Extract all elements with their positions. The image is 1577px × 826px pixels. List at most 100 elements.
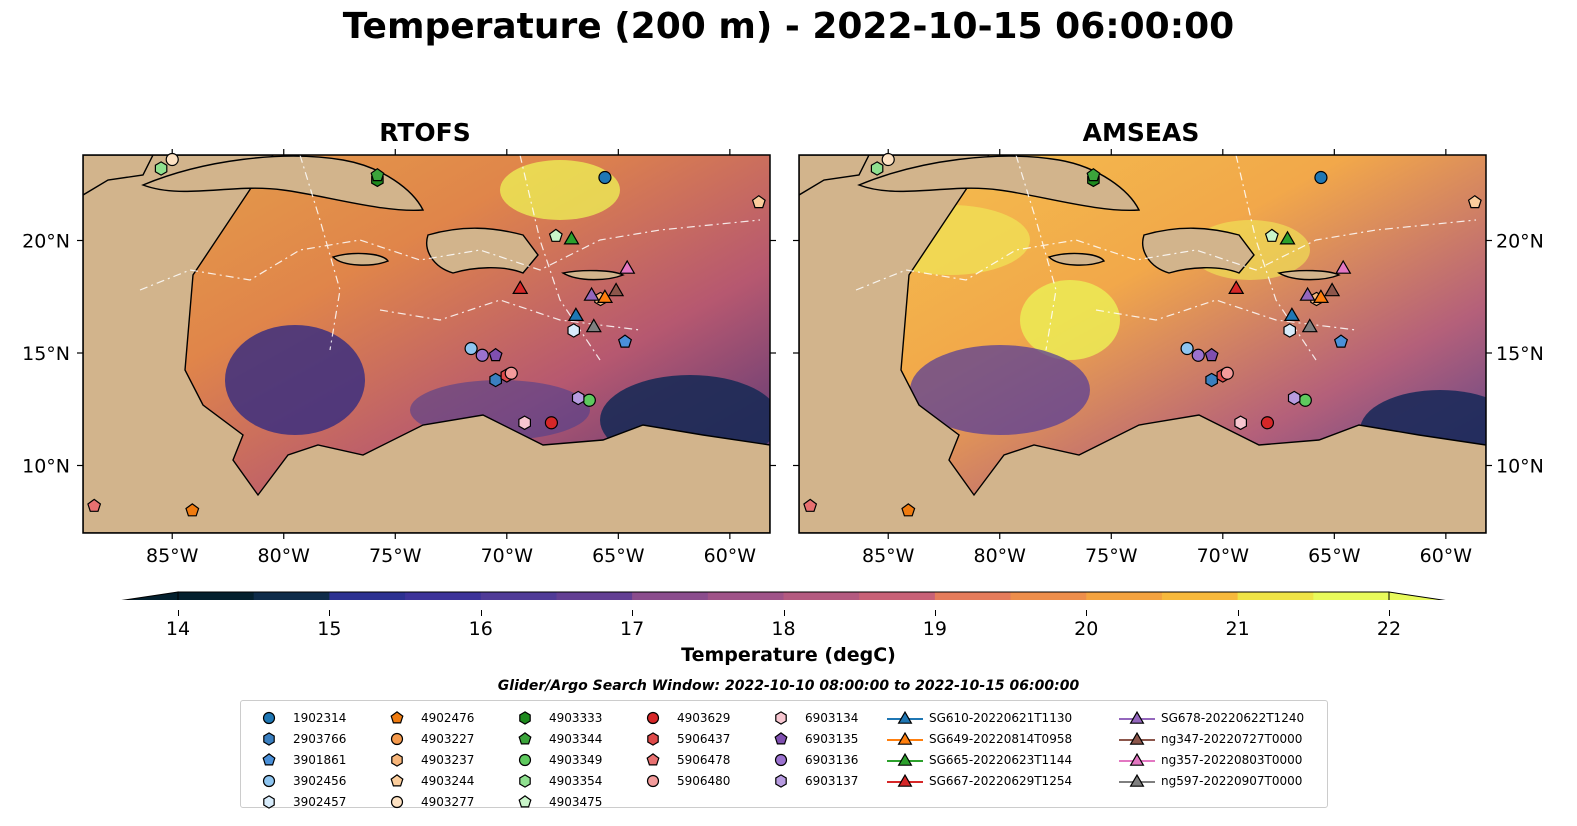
legend-item: ng347-20220727T0000 xyxy=(1119,728,1304,749)
legend-marker xyxy=(897,752,913,766)
colorbar-tick xyxy=(480,610,482,616)
legend-item: 5906437 xyxy=(635,728,730,749)
legend-item: 3902457 xyxy=(251,791,346,812)
legend-marker xyxy=(774,753,788,766)
marker-SG667-20220629T1254 xyxy=(1228,280,1245,294)
legend-item: 4903354 xyxy=(507,770,602,791)
marker-ng357-20220803T0000 xyxy=(1335,259,1352,274)
legend-label: 3901861 xyxy=(293,752,347,767)
legend-marker xyxy=(646,752,660,765)
legend-marker xyxy=(390,795,404,808)
panel-title-amseas: AMSEAS xyxy=(1082,118,1200,147)
pentagon-marker-icon xyxy=(774,731,788,744)
marker-6903136 xyxy=(1191,348,1205,362)
legend-marker xyxy=(646,711,660,724)
legend-label: 5906437 xyxy=(677,731,731,746)
legend-marker xyxy=(519,773,531,788)
legend-item: SG665-20220623T1144 xyxy=(887,749,1072,770)
colorbar-tick-label: 21 xyxy=(1225,618,1250,640)
colorbar-tick-label: 14 xyxy=(165,618,191,640)
legend-item: 6903137 xyxy=(763,770,858,791)
lon-tick-label: 65°W xyxy=(592,545,645,567)
marker-2903766 xyxy=(1205,372,1219,388)
colorbar-segment xyxy=(253,592,330,600)
triangle-marker-icon xyxy=(1119,752,1155,766)
pentagon-marker-icon xyxy=(646,752,660,765)
legend-marker xyxy=(262,711,276,724)
legend-column: 4903629 5906437 5906478 5906480 xyxy=(635,707,730,791)
legend-item: SG649-20220814T0958 xyxy=(887,728,1072,749)
circle-marker-icon xyxy=(262,711,276,724)
colorbar-tick xyxy=(934,610,936,616)
legend-item: 4903237 xyxy=(379,749,474,770)
legend-label: SG667-20220629T1254 xyxy=(929,773,1073,788)
pentagon-marker-icon xyxy=(262,752,276,765)
legend-item: 1902314 xyxy=(251,707,346,728)
legend-marker xyxy=(775,773,787,788)
map-figure: 85°W 80°W 75°W 70°W 65°W 60°W 85°W 80°W 75°W 70°… xyxy=(22,149,1544,600)
legend-item: 3902456 xyxy=(251,770,346,791)
colorbar-segment xyxy=(1010,592,1087,600)
marker-SG667-20220629T1254 xyxy=(512,280,529,294)
legend-item: 4903344 xyxy=(507,728,602,749)
marker-6903137 xyxy=(1287,390,1301,406)
legend-label: 4903237 xyxy=(421,752,475,767)
marker-SG678-20220622T1240 xyxy=(583,286,600,301)
colorbar-tick xyxy=(1237,610,1239,616)
marker-4903354 xyxy=(870,161,884,176)
pentagon-marker-icon xyxy=(518,731,532,744)
lon-tick-label: 65°W xyxy=(1308,545,1361,567)
legend-item: 4903333 xyxy=(507,707,602,728)
legend-marker xyxy=(774,731,788,744)
marker-4903629 xyxy=(544,416,559,430)
colorbar-segment xyxy=(1086,592,1163,600)
colorbar-tick-label: 15 xyxy=(317,618,342,640)
legend-marker xyxy=(390,773,404,786)
colorbar-tick xyxy=(1389,610,1390,616)
legend-label: 4903227 xyxy=(421,731,475,746)
legend-item: 3901861 xyxy=(251,749,346,770)
marker-4903277 xyxy=(881,152,895,167)
lon-tick-label: 60°W xyxy=(704,545,757,567)
colorbar-tick xyxy=(632,610,634,616)
marker-4903244 xyxy=(751,194,766,209)
circle-marker-icon xyxy=(262,774,276,787)
colorbar-segment xyxy=(556,592,633,600)
marker-ng597-20220907T0000 xyxy=(1301,318,1318,333)
lat-tick-label: 10°N xyxy=(1496,456,1544,478)
hexagon-marker-icon xyxy=(263,794,275,809)
colorbar xyxy=(121,591,1446,600)
lat-tick-label: 20°N xyxy=(22,231,70,253)
triangle-marker-icon xyxy=(1119,710,1155,724)
lon-tick-label: 85°W xyxy=(862,545,915,567)
legend-column: 4903333 4903344 4903349 4903354 4903475 xyxy=(507,707,602,812)
legend-marker xyxy=(262,774,276,787)
colorbar-segment xyxy=(707,592,784,600)
legend-label: 4903475 xyxy=(549,794,603,809)
legend-item: 6903136 xyxy=(763,749,858,770)
colorbar-segment xyxy=(1313,592,1390,600)
map-panel-amseas xyxy=(793,149,1492,539)
hexagon-marker-icon xyxy=(775,773,787,788)
marker-5906478 xyxy=(87,498,102,512)
legend-marker xyxy=(263,731,275,746)
colorbar-segment xyxy=(1161,592,1239,600)
marker-4903629 xyxy=(1260,416,1275,430)
marker-4902476 xyxy=(185,503,200,517)
marker-5906480 xyxy=(504,366,518,380)
lon-tick-label: 70°W xyxy=(481,545,534,567)
marker-4903244 xyxy=(1467,194,1482,209)
legend-marker xyxy=(897,710,913,724)
map-panel-rtofs xyxy=(77,149,776,539)
legend-label: 2903766 xyxy=(293,731,347,746)
legend-item: 5906480 xyxy=(635,770,730,791)
figure-title: Temperature (200 m) - 2022-10-15 06:00:0… xyxy=(342,6,1235,47)
circle-marker-icon xyxy=(646,774,660,787)
lon-tick-label: 70°W xyxy=(1197,545,1250,567)
legend-label: 5906480 xyxy=(677,773,731,788)
legend-label: ng597-20220907T0000 xyxy=(1161,773,1303,788)
circle-marker-icon xyxy=(774,753,788,766)
legend-item: 4903277 xyxy=(379,791,474,812)
lon-tick-label: 75°W xyxy=(369,545,422,567)
legend-label: SG649-20220814T0958 xyxy=(929,731,1073,746)
